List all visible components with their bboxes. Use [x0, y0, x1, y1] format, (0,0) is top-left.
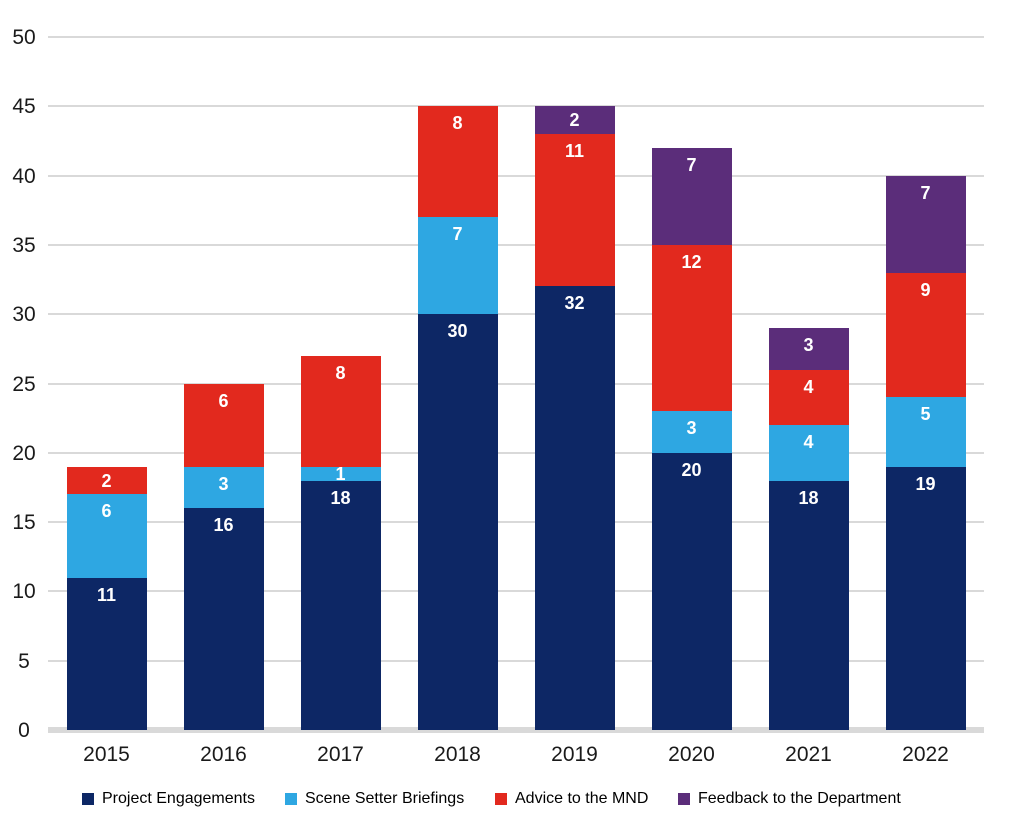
bar-segment-label: 9 [920, 279, 931, 300]
baseline-gridline [48, 727, 984, 733]
bar-segment-label: 18 [798, 487, 819, 508]
bar-segment-label: 8 [452, 113, 463, 134]
bar-segment-label: 7 [452, 224, 463, 245]
bar-segment-label: 11 [96, 584, 117, 605]
bar-segment [417, 106, 498, 218]
legend-label: Feedback to the Department [698, 790, 901, 807]
y-tick-label: 40 [12, 164, 36, 188]
bar-segment-label: 20 [681, 459, 702, 480]
bar-segment [885, 397, 966, 467]
bar-segment [885, 175, 966, 273]
bar-segment-label: 6 [218, 390, 229, 411]
bar-segment-label: 30 [447, 321, 468, 342]
bar-segment-label: 16 [213, 515, 234, 536]
bar-segment-label: 4 [803, 376, 814, 397]
legend-label: Advice to the MND [515, 790, 649, 807]
bar-segment [300, 355, 381, 467]
y-tick-label: 25 [12, 372, 36, 396]
x-tick-label: 2017 [317, 743, 364, 766]
bar-segment-label: 8 [335, 362, 346, 383]
bar-segment-label: 5 [920, 404, 931, 425]
bar-segment [66, 494, 147, 578]
y-tick-label: 5 [18, 649, 30, 673]
gridline [48, 521, 984, 524]
bar-segment-label: 7 [686, 154, 697, 175]
x-tick-label: 2019 [551, 743, 598, 766]
bar-segment [534, 134, 615, 287]
bar-segment-label: 32 [564, 293, 585, 314]
bar-segment [768, 425, 849, 481]
y-tick-label: 0 [18, 719, 30, 742]
legend-swatch-icon [82, 793, 94, 805]
bar-segment [183, 466, 264, 509]
bar-segment-label: 18 [330, 487, 351, 508]
bar-segment [183, 508, 264, 730]
y-tick-label: 45 [12, 95, 36, 119]
gridline [48, 105, 984, 108]
legend-label: Scene Setter Briefings [305, 790, 465, 807]
x-tick-label: 2022 [902, 743, 949, 766]
bar-segment-label: 3 [218, 473, 229, 494]
bar-segment [300, 480, 381, 730]
gridline [48, 174, 984, 177]
bar-segment-label: 4 [803, 432, 814, 453]
bar-segment-label: 12 [681, 251, 702, 272]
gridline [48, 659, 984, 662]
bar-segment-label: 7 [920, 182, 931, 203]
bar-segment [768, 328, 849, 370]
gridline [48, 243, 984, 246]
bar-segment [768, 369, 849, 426]
bar-segment [534, 286, 615, 730]
legend-item: Scene Setter Briefings [285, 789, 464, 809]
x-tick-label: 2016 [200, 743, 247, 766]
x-tick-label: 2021 [785, 743, 832, 766]
bar-segment [651, 452, 732, 730]
legend-item: Feedback to the Department [678, 789, 901, 809]
y-tick-label: 20 [12, 441, 36, 465]
bar-segment [417, 314, 498, 730]
bar-segment-label: 3 [803, 335, 814, 356]
y-tick-label: 15 [12, 511, 36, 535]
bar-segment [66, 466, 147, 495]
bar-segment [885, 272, 966, 398]
gridline [48, 36, 984, 38]
legend-swatch-icon [495, 793, 507, 805]
gridline [48, 313, 984, 316]
x-tick-label: 2015 [83, 743, 130, 766]
bar-segment-label: 3 [686, 418, 697, 439]
bar-segment-label: 6 [101, 501, 112, 522]
bar-segment-label: 19 [915, 473, 936, 494]
bar-segment [768, 480, 849, 730]
x-tick-label: 2020 [668, 743, 715, 766]
bar-segment [651, 244, 732, 412]
bar-segment [300, 466, 381, 481]
gridline [48, 590, 984, 593]
bar-segment [885, 466, 966, 730]
gridline [48, 451, 984, 454]
bar-segment-label: 1 [335, 463, 346, 484]
bar-segment [183, 383, 264, 467]
x-tick-label: 2018 [434, 743, 481, 766]
legend-item: Project Engagements [82, 789, 255, 809]
bar-segment-label: 11 [564, 141, 585, 162]
y-tick-label: 10 [12, 580, 36, 604]
bar-segment [651, 147, 732, 245]
legend-label: Project Engagements [102, 790, 255, 807]
legend-swatch-icon [285, 793, 297, 805]
bar-segment [417, 217, 498, 315]
bar-segment-label: 2 [569, 110, 580, 131]
legend-item: Advice to the MND [495, 789, 648, 809]
y-tick-label: 30 [12, 303, 36, 327]
bar-segment [534, 106, 615, 135]
bar-segment [66, 577, 147, 730]
y-tick-label: 50 [12, 26, 36, 49]
bar-segment-label: 2 [101, 470, 112, 491]
gridline [48, 382, 984, 385]
legend-swatch-icon [678, 793, 690, 805]
y-tick-label: 35 [12, 233, 36, 257]
bar-segment [651, 411, 732, 453]
